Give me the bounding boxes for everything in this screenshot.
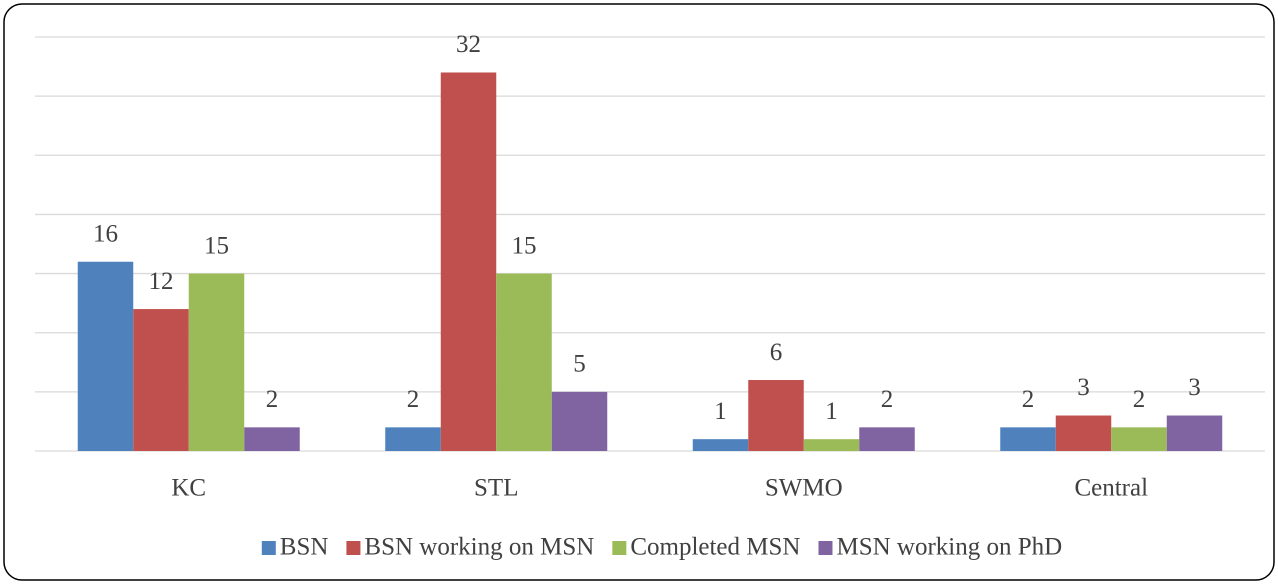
- data-label: 2: [266, 386, 279, 413]
- legend-label: MSN working on PhD: [836, 534, 1062, 561]
- bar: [1000, 427, 1056, 451]
- bar: [748, 380, 804, 451]
- bar: [1055, 415, 1112, 451]
- bar: [133, 309, 189, 451]
- bar: [859, 427, 915, 451]
- data-label: 2: [1022, 386, 1035, 413]
- data-label: 16: [93, 220, 118, 247]
- x-tick-label: SWMO: [765, 475, 843, 502]
- bar: [188, 273, 245, 451]
- legend-swatch: [818, 541, 833, 555]
- legend-swatch: [612, 541, 627, 555]
- chart-frame: [3, 3, 1275, 581]
- bar: [803, 439, 860, 451]
- bar: [385, 427, 441, 451]
- x-tick-label: Central: [1074, 475, 1148, 502]
- data-label: 5: [573, 351, 586, 378]
- data-label: 1: [714, 398, 727, 425]
- x-tick-label: KC: [171, 475, 206, 502]
- data-label: 3: [1077, 374, 1090, 401]
- data-label: 15: [204, 232, 229, 259]
- bar: [77, 261, 134, 451]
- bar: [551, 391, 608, 451]
- data-label: 2: [881, 386, 894, 413]
- bar: [496, 273, 552, 451]
- legend-label: BSN: [280, 534, 329, 561]
- bar: [244, 427, 300, 451]
- bar: [440, 72, 497, 451]
- data-label: 1: [825, 398, 838, 425]
- legend-label: BSN working on MSN: [364, 534, 594, 561]
- bar: [1166, 415, 1223, 451]
- data-label: 32: [456, 31, 481, 58]
- data-label: 12: [149, 268, 174, 295]
- data-label: 3: [1188, 374, 1201, 401]
- bar: [692, 439, 749, 451]
- legend-label: Completed MSN: [630, 534, 800, 561]
- legend-swatch: [261, 541, 276, 555]
- data-label: 6: [770, 339, 783, 366]
- data-label: 2: [407, 386, 420, 413]
- x-tick-label: STL: [474, 475, 518, 502]
- data-label: 2: [1133, 386, 1146, 413]
- data-label: 15: [512, 232, 537, 259]
- legend-swatch: [346, 541, 361, 555]
- bar: [1111, 427, 1167, 451]
